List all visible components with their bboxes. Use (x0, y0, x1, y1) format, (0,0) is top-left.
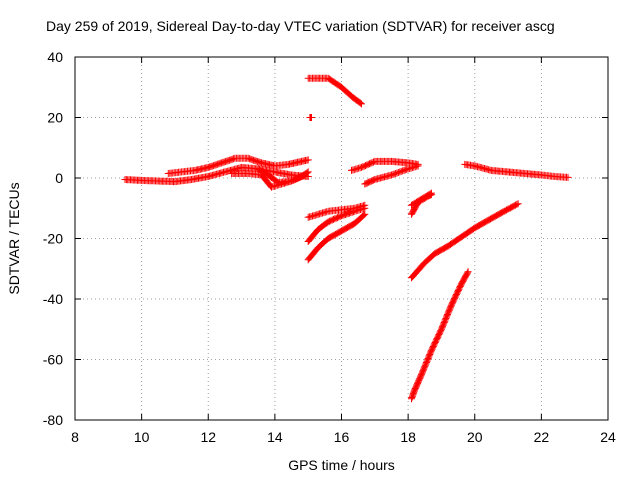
track-markers (361, 162, 422, 188)
y-axis-label: SDTVAR / TECUs (6, 182, 22, 294)
track-markers (408, 200, 522, 282)
data-track (254, 165, 309, 186)
data-track (121, 163, 312, 186)
data-track (304, 204, 369, 245)
y-tick-label: -80 (43, 412, 63, 428)
data-track (304, 74, 365, 108)
y-tick-label: 40 (47, 49, 63, 65)
y-tick-label: -40 (43, 291, 63, 307)
track-markers (121, 163, 312, 186)
y-tick-label: -60 (43, 352, 63, 368)
track-markers (304, 74, 365, 108)
track-markers (408, 189, 435, 209)
data-track (164, 154, 312, 177)
track-markers (461, 160, 572, 181)
data-track (306, 114, 315, 121)
track-markers (408, 268, 472, 403)
track-markers (306, 114, 315, 121)
data-track (361, 162, 422, 188)
data-track (304, 210, 369, 264)
track-markers (304, 204, 369, 245)
x-tick-label: 12 (200, 429, 216, 445)
y-tick-label: 0 (55, 170, 63, 186)
data-track (408, 268, 472, 403)
data-track (408, 200, 522, 282)
x-tick-label: 16 (334, 429, 350, 445)
x-tick-label: 22 (534, 429, 550, 445)
track-markers (164, 154, 312, 177)
x-tick-label: 20 (467, 429, 483, 445)
track-markers (348, 157, 422, 174)
x-axis-label: GPS time / hours (288, 457, 395, 473)
track-markers (304, 210, 369, 264)
x-tick-label: 8 (71, 429, 79, 445)
data-tracks (121, 74, 572, 403)
chart-title: Day 259 of 2019, Sidereal Day-to-day VTE… (46, 18, 555, 34)
y-tick-label: -20 (43, 231, 63, 247)
y-tick-label: 20 (47, 110, 63, 126)
data-track (461, 160, 572, 181)
x-tick-label: 18 (400, 429, 416, 445)
grid (75, 57, 608, 420)
data-track (408, 189, 435, 209)
track-markers (254, 165, 309, 186)
axis-ticks: 8 10 12 14 16 18 20 22 24 40 20 0 -20 -40 -60 -80 (43, 49, 616, 445)
x-tick-label: 24 (600, 429, 616, 445)
x-tick-label: 10 (134, 429, 150, 445)
data-track (348, 157, 422, 174)
x-tick-label: 14 (267, 429, 283, 445)
